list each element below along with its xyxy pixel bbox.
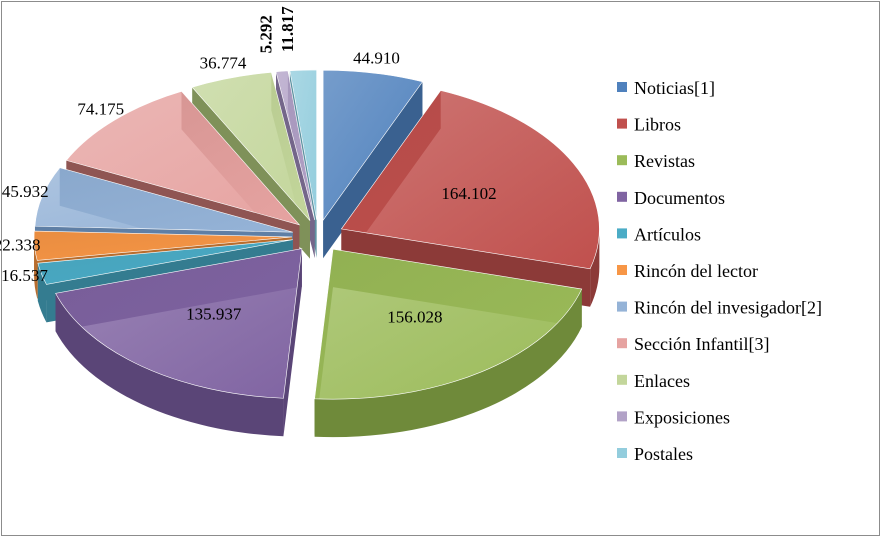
legend-swatch-documentos xyxy=(617,191,627,202)
data-label-noticias-1: 44.910 xyxy=(353,48,400,67)
data-label-revistas: 156.028 xyxy=(387,308,442,327)
data-label-libros: 164.102 xyxy=(441,184,496,203)
legend-swatch-articulos xyxy=(617,228,627,239)
data-label-postales: 11.817 xyxy=(278,6,297,52)
slice-wall-documentos-0 xyxy=(283,248,302,437)
legend-swatch-rincon-del-lector xyxy=(617,265,627,275)
slice-side-libros xyxy=(590,228,600,307)
data-labels: 44.910 164.102 156.028 135.937 16.537 22.338 4… xyxy=(0,6,497,327)
legend-label-postales: Postales xyxy=(634,444,693,464)
legend-label-rincon-del-lector: Rincón del lector xyxy=(634,261,758,281)
legend-label-noticias-1: Noticias[1] xyxy=(634,78,715,98)
slice-rincon-del-invesigador-2 xyxy=(34,167,293,233)
data-label-documentos: 135.937 xyxy=(186,304,242,323)
slice-exposiciones xyxy=(275,70,315,221)
legend-label-revistas: Revistas xyxy=(634,151,695,171)
slice-side-documentos xyxy=(55,293,284,437)
slice-articulos xyxy=(37,239,293,285)
legend-label-exposiciones: Exposiciones xyxy=(634,407,730,427)
legend-label-documentos: Documentos xyxy=(634,188,725,208)
slice-libros xyxy=(340,90,600,270)
legend: Noticias[1] Libros Revistas Documentos Artíc… xyxy=(617,78,822,464)
slice-seccion-infantil-3 xyxy=(65,90,301,226)
legend-swatch-postales xyxy=(617,448,627,458)
slice-revistas xyxy=(314,248,583,400)
legend-swatch-enlaces xyxy=(617,374,627,385)
slice-side-revistas xyxy=(314,289,582,438)
slice-documentos xyxy=(55,248,303,399)
legend-label-libros: Libros xyxy=(634,115,681,135)
data-label-seccion-infantil-3: 74.175 xyxy=(77,100,124,119)
legend-swatch-libros xyxy=(617,118,627,129)
legend-label-articulos: Artículos xyxy=(634,224,701,244)
slice-postales xyxy=(289,69,317,220)
data-label-enlaces: 36.774 xyxy=(200,54,247,73)
slice-noticias-1 xyxy=(322,69,423,222)
slice-side-articulos xyxy=(37,263,47,323)
data-label-rincon-del-lector: 22.338 xyxy=(0,236,41,255)
data-label-articulos: 16.537 xyxy=(1,266,48,285)
legend-label-rincon-del-invesigador-2: Rincón del invesigador[2] xyxy=(634,298,822,318)
legend-swatch-noticias-1 xyxy=(617,82,627,92)
data-label-exposiciones: 5.292 xyxy=(256,15,275,53)
pie-top-layer xyxy=(33,69,600,400)
legend-swatch-seccion-infantil-3 xyxy=(617,338,627,349)
legend-label-seccion-infantil-3: Sección Infantil[3] xyxy=(634,334,769,354)
legend-label-enlaces: Enlaces xyxy=(634,371,690,391)
slice-side-rincon-del-lector xyxy=(34,236,38,299)
legend-swatch-rincon-del-invesigador-2 xyxy=(617,301,627,312)
data-label-rincon-del-invesigador-2: 45.932 xyxy=(2,182,49,201)
legend-swatch-revistas xyxy=(617,155,627,166)
slice-wall-noticias-1-1 xyxy=(323,81,423,259)
legend-swatch-exposiciones xyxy=(617,411,627,422)
slice-enlaces xyxy=(191,72,311,221)
slice-rincon-del-lector xyxy=(33,230,293,261)
